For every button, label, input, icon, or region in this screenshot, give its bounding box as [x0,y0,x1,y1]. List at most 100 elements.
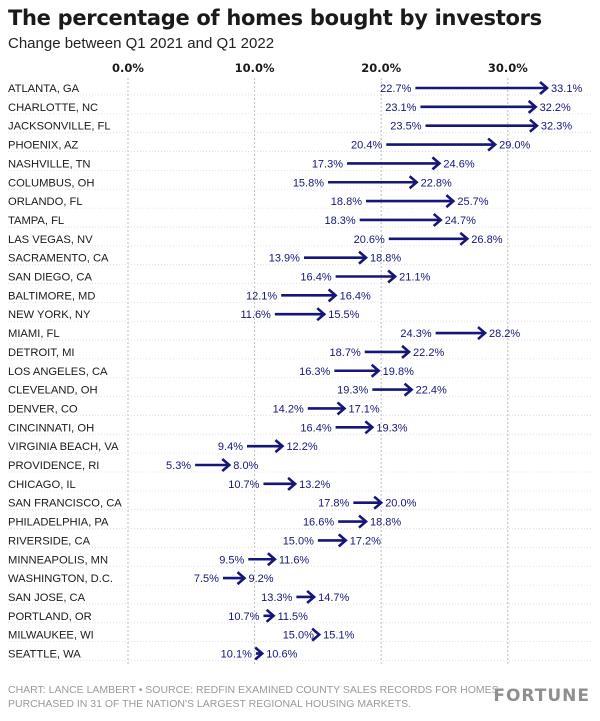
end-value-label: 15.1% [323,630,354,642]
arrow-head [287,476,298,491]
start-value-label: 15.0% [283,630,314,642]
arrow-head [459,231,470,246]
city-label: WASHINGTON, D.C. [8,573,113,585]
end-value-label: 29.0% [499,140,530,152]
arrow-head [432,212,443,227]
x-tick-label: 30.0% [488,61,528,75]
end-value-label: 22.4% [416,385,447,397]
city-label: CINCINNATI, OH [8,422,94,434]
start-value-label: 13.3% [261,592,292,604]
city-label: SAN DIEGO, CA [8,272,92,284]
city-label: PHILADELPHIA, PA [8,517,109,529]
start-value-label: 18.8% [331,196,362,208]
end-value-label: 21.1% [399,272,430,284]
city-label: NEW YORK, NY [8,309,91,321]
start-value-label: 15.8% [293,177,324,189]
start-value-label: 10.1% [221,649,252,661]
start-value-label: 23.5% [390,121,421,133]
end-value-label: 17.1% [348,403,379,415]
arrow-head [403,382,414,397]
start-value-label: 12.1% [246,290,277,302]
city-label: DENVER, CO [8,403,78,415]
end-value-label: 19.8% [383,366,414,378]
end-value-label: 11.5% [278,611,309,623]
arrow-head [431,156,442,171]
arrow-head [265,608,276,623]
arrow-head [408,175,419,190]
end-value-label: 19.3% [376,422,407,434]
city-label: VIRGINIA BEACH, VA [8,441,119,453]
start-value-label: 17.8% [318,498,349,510]
end-value-label: 33.1% [551,83,582,95]
end-value-label: 24.7% [445,215,476,227]
brand-logo: FORTUNE [493,686,590,706]
city-label: NASHVILLE, TN [8,158,91,170]
end-value-label: 32.2% [540,102,571,114]
arrow-head [267,552,277,567]
city-label: PHOENIX, AZ [8,140,78,152]
arrow-head [364,420,375,435]
start-value-label: 24.3% [400,328,431,340]
arrow-head [221,458,232,472]
arrow-head [477,326,488,341]
start-value-label: 18.3% [324,215,355,227]
end-value-label: 8.0% [233,460,258,472]
end-value-label: 12.2% [286,441,317,453]
start-value-label: 23.1% [385,102,416,114]
city-label: MINNEAPOLIS, MN [8,554,108,566]
arrow-head [370,363,381,378]
arrow-head [254,646,265,661]
x-tick-label: 10.0% [235,61,275,75]
end-value-label: 18.8% [370,253,401,265]
arrow-head [527,99,538,114]
arrow-head [401,344,412,359]
city-label: MILWAUKEE, WI [8,630,94,642]
start-value-label: 10.7% [228,479,259,491]
arrow-head [316,307,327,322]
end-value-label: 13.2% [299,479,330,491]
start-value-label: 20.6% [354,234,385,246]
arrow-head [336,401,347,416]
end-value-label: 14.7% [318,592,349,604]
start-value-label: 18.7% [330,347,361,359]
start-value-label: 16.6% [303,517,334,529]
arrow-head [236,571,247,586]
start-value-label: 7.5% [194,573,219,585]
end-value-label: 9.2% [248,573,273,585]
arrow-head [529,118,539,133]
arrow-head [539,81,550,95]
arrow-head [373,495,384,510]
city-label: SAN JOSE, CA [8,592,86,604]
city-label: PORTLAND, OR [8,611,92,623]
city-label: CHARLOTTE, NC [8,102,98,114]
start-value-label: 16.3% [299,366,330,378]
city-label: BALTIMORE, MD [8,290,95,302]
end-value-label: 15.5% [328,309,359,321]
chart-source-note: CHART: LANCE LAMBERT • SOURCE: REDFIN EX… [8,684,499,710]
arrow-head [445,194,456,209]
arrow-head [337,533,348,548]
city-label: ATLANTA, GA [8,83,80,95]
end-value-label: 32.3% [541,121,572,133]
start-value-label: 22.7% [380,83,411,95]
city-label: TAMPA, FL [8,215,64,227]
start-value-label: 14.2% [273,403,304,415]
end-value-label: 26.8% [471,234,502,246]
end-value-label: 22.2% [413,347,444,359]
city-label: MIAMI, FL [8,328,60,340]
end-value-label: 18.8% [370,517,401,529]
city-label: SEATTLE, WA [8,649,81,661]
arrow-head [358,250,369,265]
end-value-label: 28.2% [489,328,520,340]
start-value-label: 13.9% [269,253,300,265]
city-label: SACRAMENTO, CA [8,253,109,265]
end-value-label: 22.8% [421,177,452,189]
arrow-head [358,514,369,529]
end-value-label: 25.7% [457,196,488,208]
end-value-label: 11.6% [279,554,310,566]
start-value-label: 16.4% [300,272,331,284]
chart-subtitle: Change between Q1 2021 and Q1 2022 [8,35,275,52]
start-value-label: 9.4% [218,441,243,453]
arrow-head [274,439,285,454]
